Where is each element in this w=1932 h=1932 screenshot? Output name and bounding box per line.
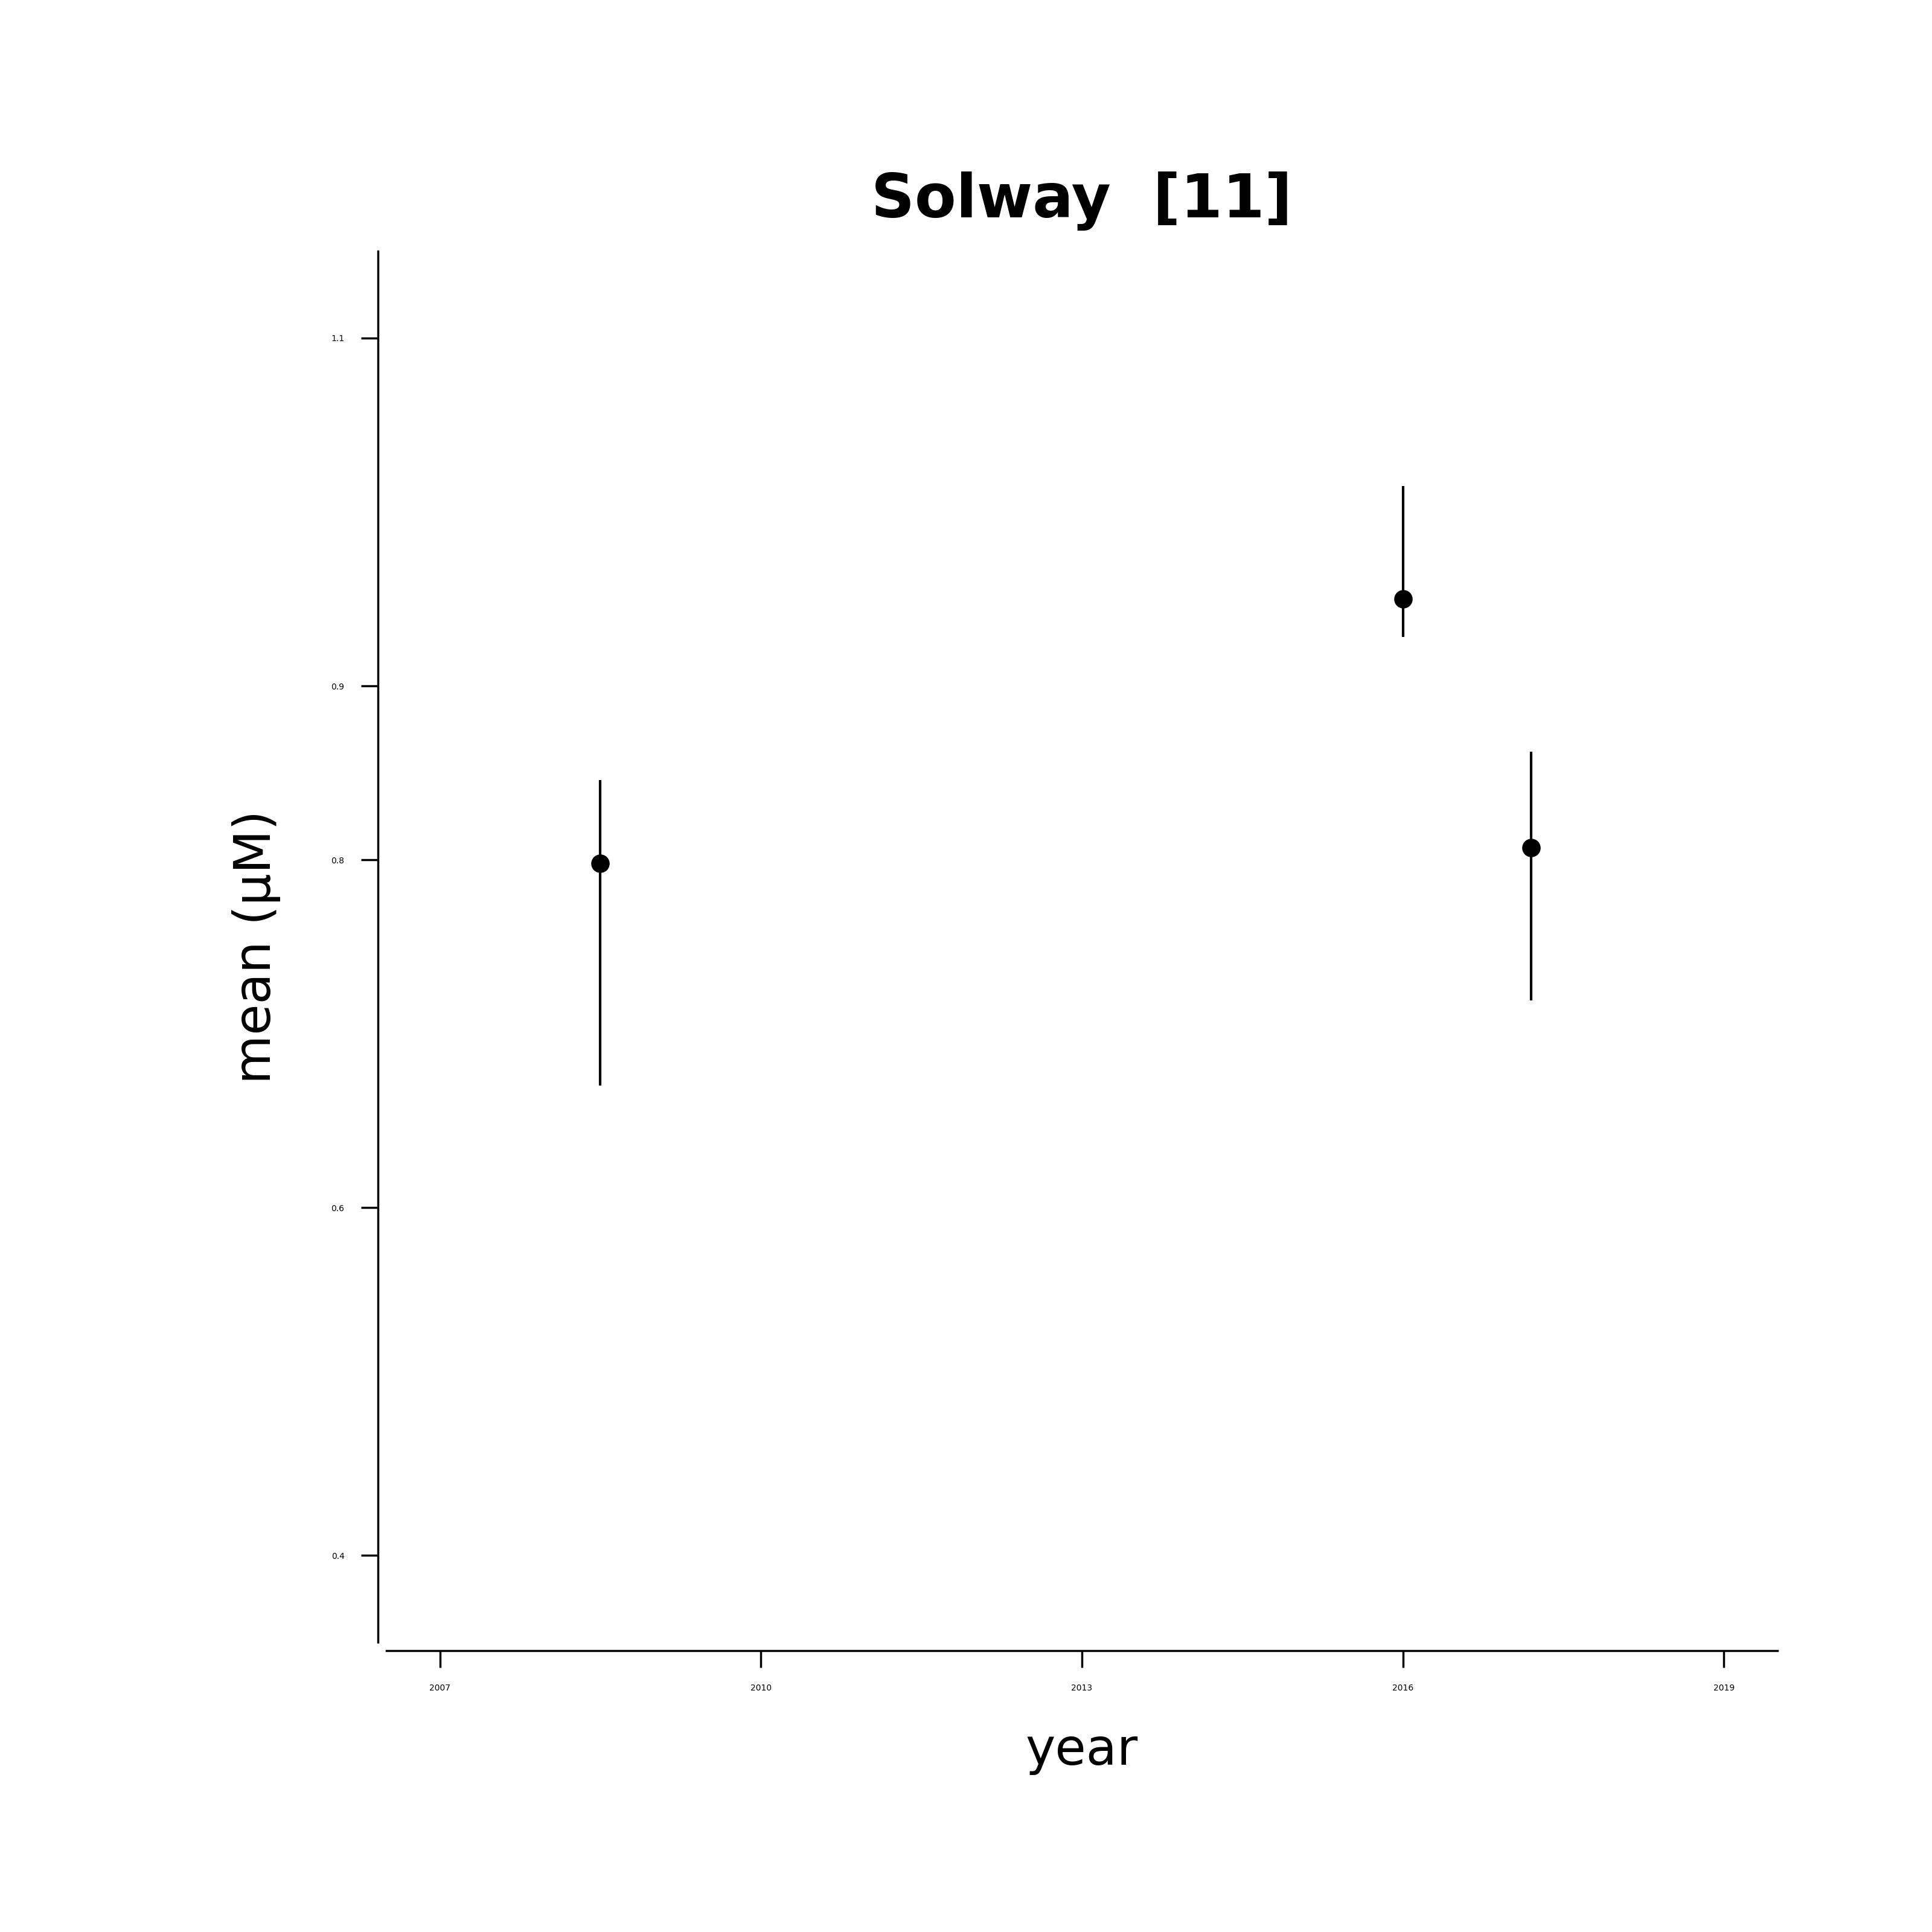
Y-axis label: mean (μM): mean (μM) — [232, 810, 280, 1084]
Title: Solway  [11]: Solway [11] — [871, 172, 1293, 232]
X-axis label: year: year — [1026, 1725, 1138, 1776]
